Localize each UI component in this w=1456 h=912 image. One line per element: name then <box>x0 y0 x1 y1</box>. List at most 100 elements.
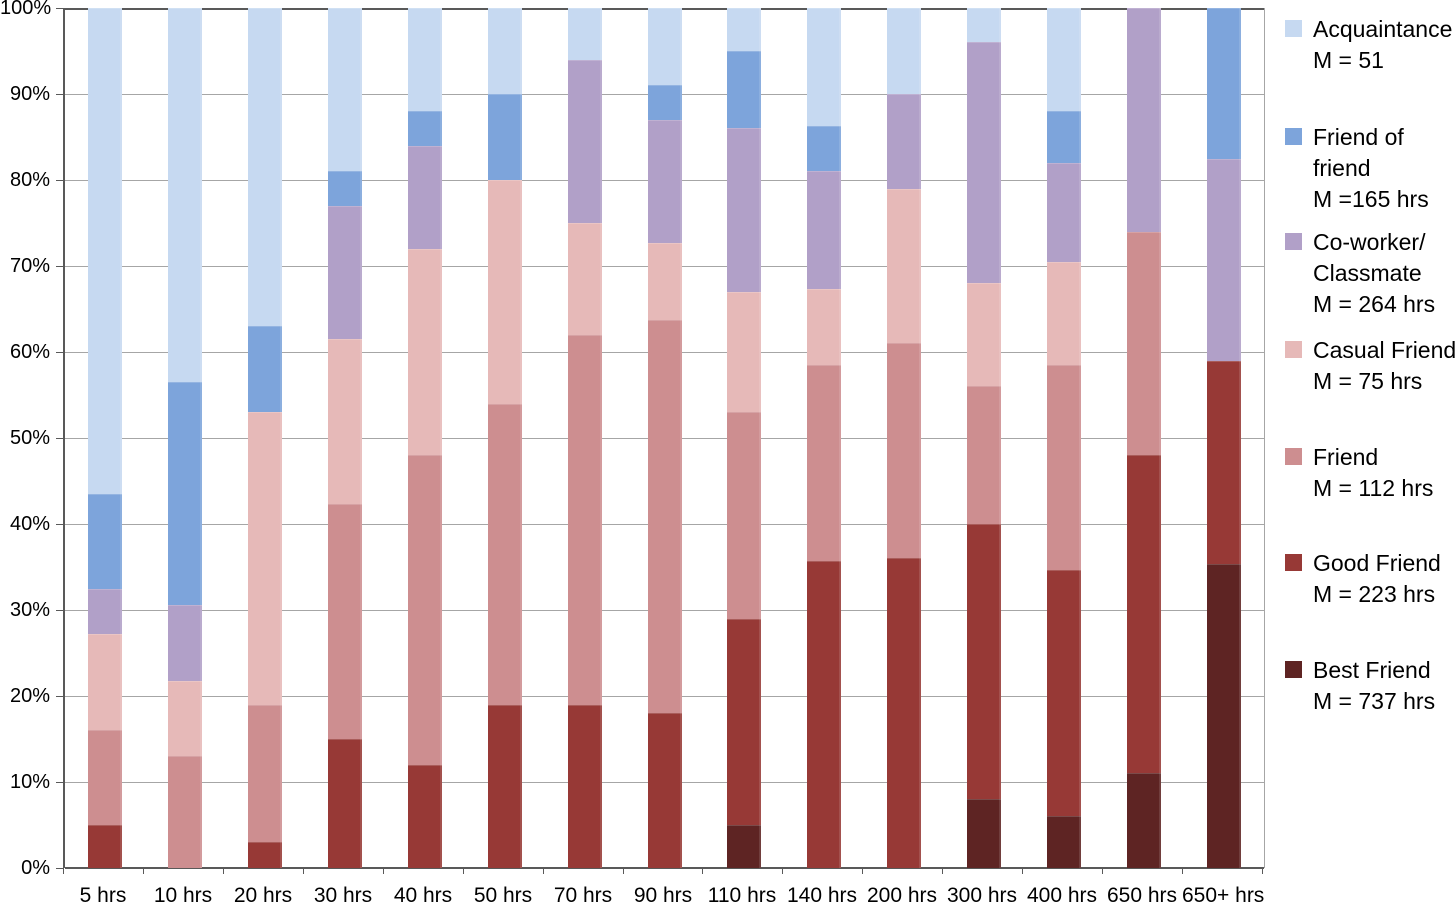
legend-text: Good Friend M = 223 hrs <box>1313 548 1441 610</box>
legend-text: Friend M = 112 hrs <box>1313 442 1433 504</box>
bar-segment <box>168 756 202 868</box>
bar-segment <box>1047 364 1081 571</box>
y-axis-label-text: 30% <box>9 599 50 621</box>
plot-area <box>63 8 1265 869</box>
bar-segment <box>168 604 202 682</box>
legend-label: Acquaintance <box>1313 16 1453 42</box>
legend-swatch-icon <box>1285 661 1302 678</box>
bar-segment <box>727 128 761 292</box>
x-axis-label: 90 hrs <box>633 884 693 907</box>
bar-segment <box>648 242 682 321</box>
bar-segment <box>1127 773 1161 868</box>
x-axis-label: 5 hrs <box>79 884 127 907</box>
gridline-0 <box>65 867 1264 869</box>
y-axis-label-text: 70% <box>9 255 50 277</box>
bar-segment <box>967 42 1001 284</box>
bar-segment <box>408 145 442 249</box>
bar-segment <box>807 364 841 561</box>
x-axis-tick <box>303 868 304 874</box>
legend-item-casual-friend: Casual Friend M = 75 hrs <box>1285 335 1456 397</box>
legend-text: Friend of friend M =165 hrs <box>1313 122 1429 215</box>
bar-segment <box>648 320 682 714</box>
x-axis-tick <box>862 868 863 874</box>
bar-segment <box>1207 564 1241 868</box>
bar-segment <box>88 634 122 731</box>
legend-text: Best Friend M = 737 hrs <box>1313 655 1435 717</box>
legend-label: Casual Friend <box>1313 337 1456 363</box>
y-axis-tick <box>56 524 63 525</box>
bar-segment <box>568 704 602 868</box>
y-axis-label-text: 50% <box>9 427 50 449</box>
x-axis-tick <box>1102 868 1103 874</box>
bar-5-hrs <box>88 8 122 868</box>
legend-label: Friend of <box>1313 124 1404 150</box>
x-axis-tick <box>1022 868 1023 874</box>
legend-swatch-icon <box>1285 341 1302 358</box>
bar-segment <box>488 94 522 181</box>
legend-swatch-icon <box>1285 448 1302 465</box>
bar-segment <box>488 704 522 868</box>
legend-item-co-worker-classmate: Co-worker/Classmate M = 264 hrs <box>1285 227 1435 320</box>
legend-mean-value: M = 223 hrs <box>1313 581 1436 607</box>
legend-label: Classmate <box>1313 260 1422 286</box>
legend-item-best-friend: Best Friend M = 737 hrs <box>1285 655 1435 717</box>
bar-50-hrs <box>488 8 522 868</box>
legend-text: Acquaintance M = 51 <box>1313 14 1452 76</box>
bar-segment <box>248 704 282 843</box>
x-axis-tick <box>543 868 544 874</box>
y-axis-tick <box>56 868 63 869</box>
x-axis-label: 20 hrs <box>233 884 293 907</box>
y-axis-label: 60% <box>0 342 56 362</box>
bar-segment <box>967 524 1001 800</box>
bar-segment <box>568 59 602 224</box>
legend-label: Friend <box>1313 444 1379 470</box>
x-axis-label: 400 hrs <box>1026 884 1098 907</box>
x-axis-label: 50 hrs <box>473 884 533 907</box>
x-axis-label: 650 hrs <box>1106 884 1178 907</box>
bar-90-hrs <box>648 8 682 868</box>
x-axis-label: 30 hrs <box>313 884 373 907</box>
bar-segment <box>727 412 761 619</box>
bar-segment <box>408 455 442 765</box>
bar-segment <box>488 403 522 705</box>
bar-650plus-hrs <box>1207 8 1241 868</box>
legend-item-friend: Friend M = 112 hrs <box>1285 442 1433 504</box>
bar-40-hrs <box>408 8 442 868</box>
legend-mean-value: M = 264 hrs <box>1313 291 1436 317</box>
legend-swatch-icon <box>1285 20 1302 37</box>
bar-segment <box>807 560 841 868</box>
bar-segment <box>887 8 921 95</box>
bar-650-hrs <box>1127 8 1161 868</box>
bar-110-hrs <box>727 8 761 868</box>
y-axis-tick <box>56 94 63 95</box>
x-axis-label: 650+ hrs <box>1182 884 1265 907</box>
bar-segment <box>328 739 362 868</box>
legend-swatch-icon <box>1285 128 1302 145</box>
bar-segment <box>328 504 362 739</box>
legend-mean-value: M = 75 hrs <box>1313 368 1423 394</box>
y-axis-label-text: 10% <box>9 771 50 793</box>
legend-label: friend <box>1313 155 1371 181</box>
bar-segment <box>1207 159 1241 361</box>
legend-label: Good Friend <box>1313 550 1441 576</box>
y-axis-label-text: 40% <box>9 513 50 535</box>
x-axis-tick <box>143 868 144 874</box>
y-axis-label-text: 90% <box>9 83 50 105</box>
bar-segment <box>1047 261 1081 365</box>
bar-segment <box>328 339 362 505</box>
legend-text: Co-worker/Classmate M = 264 hrs <box>1313 227 1435 320</box>
x-axis-tick <box>63 868 64 874</box>
bar-segment <box>1207 8 1241 160</box>
bar-segment <box>648 713 682 868</box>
bar-segment <box>807 8 841 126</box>
y-axis-tick <box>56 180 63 181</box>
legend-swatch-icon <box>1285 233 1302 250</box>
bar-segment <box>1047 816 1081 868</box>
bar-segment <box>328 171 362 206</box>
bar-segment <box>967 283 1001 387</box>
legend-swatch-icon <box>1285 554 1302 571</box>
y-axis-label: 90% <box>0 84 56 104</box>
bar-10-hrs <box>168 8 202 868</box>
bar-segment <box>967 386 1001 525</box>
